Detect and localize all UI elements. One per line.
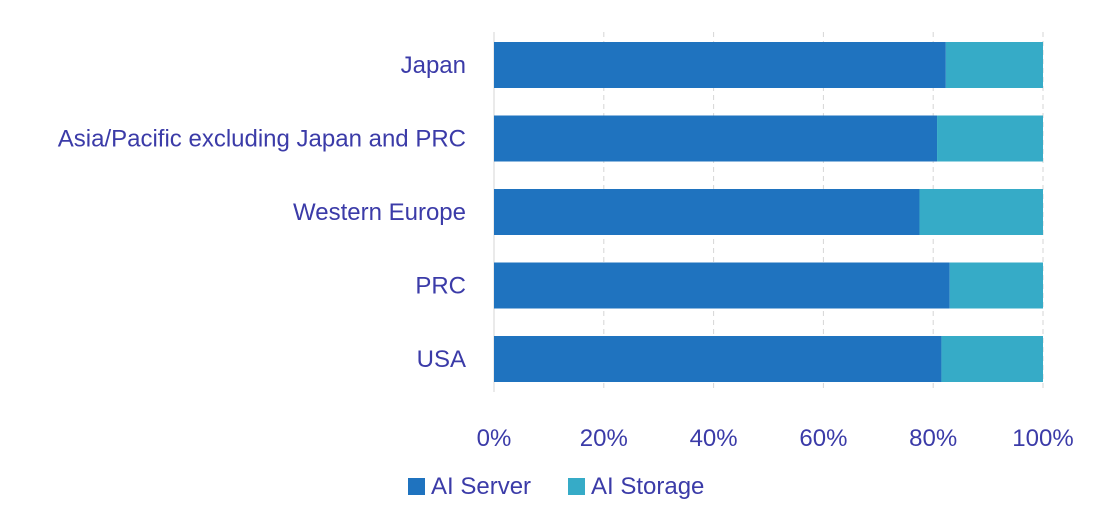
category-label: Western Europe [293,199,466,226]
bars [494,42,1043,382]
x-tick-label: 100% [1012,425,1073,452]
category-label: USA [417,346,466,373]
x-tick-label: 40% [690,425,738,452]
bar-ai-server-1 [494,115,938,162]
x-axis-tick-labels: 0% 20% 40% 60% 80% 100% [477,425,1074,452]
x-tick-label: 80% [909,425,957,452]
bar-ai-server-0 [494,42,946,88]
category-label: Asia/Pacific excluding Japan and PRC [58,126,466,153]
legend-label-ai-storage: AI Storage [591,473,704,500]
category-label: Japan [401,52,466,79]
legend-label-ai-server: AI Server [431,473,531,500]
bar-ai-server-2 [494,189,920,235]
category-labels: Japan Asia/Pacific excluding Japan and PR… [58,52,466,373]
bar-ai-server-4 [494,336,942,382]
bar-ai-storage-2 [919,189,1043,235]
bar-ai-storage-3 [949,262,1043,309]
bar-ai-server-3 [494,262,950,309]
legend-swatch-ai-storage [568,478,585,495]
category-label: PRC [415,273,466,300]
bar-ai-storage-1 [937,115,1043,162]
x-tick-label: 20% [580,425,628,452]
legend: AI Server AI Storage [408,473,704,500]
legend-swatch-ai-server [408,478,425,495]
x-tick-label: 60% [799,425,847,452]
x-tick-label: 0% [477,425,512,452]
bar-ai-storage-4 [941,336,1043,382]
bar-ai-storage-0 [945,42,1043,88]
